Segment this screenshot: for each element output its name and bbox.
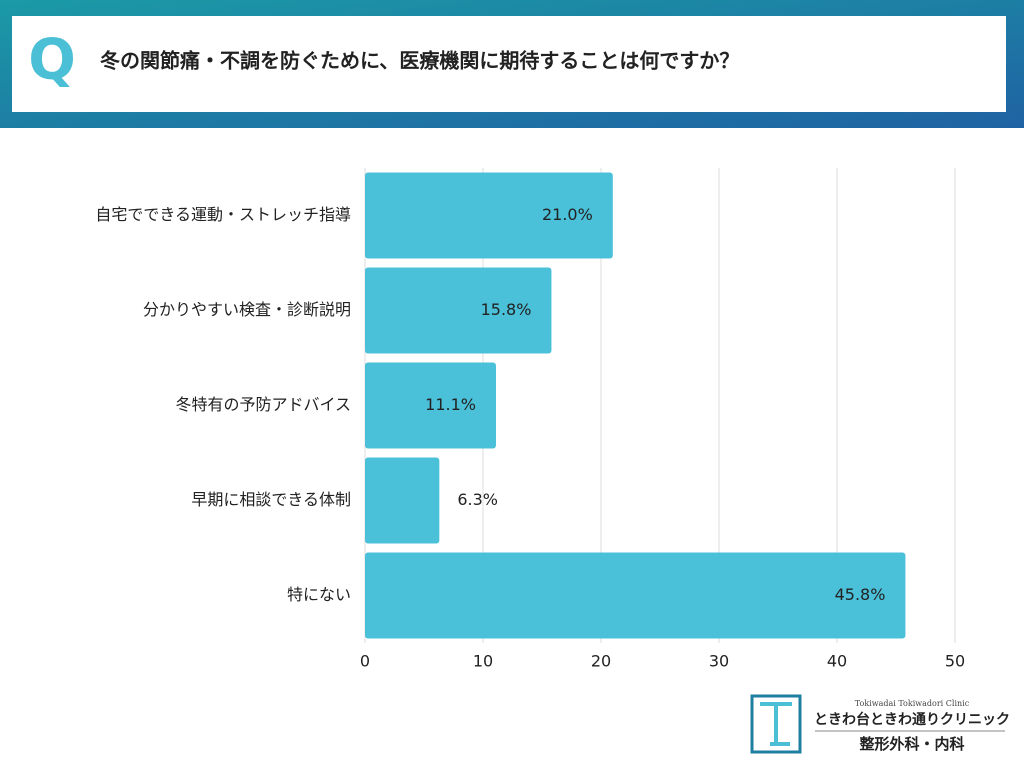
chart-title: 冬の関節痛・不調を防ぐために、医療機関に期待することは何ですか？ bbox=[100, 49, 739, 73]
value-label: 45.8% bbox=[835, 585, 886, 604]
y-tick-label: 特にない bbox=[287, 585, 351, 604]
logo-name: ときわ台ときわ通りクリニック bbox=[814, 711, 1010, 728]
x-tick-label: 40 bbox=[827, 652, 847, 671]
value-label: 6.3% bbox=[457, 490, 498, 509]
x-tick-label: 20 bbox=[591, 652, 611, 671]
bar bbox=[365, 172, 613, 259]
y-tick-label: 自宅でできる運動・ストレッチ指導 bbox=[95, 205, 351, 224]
logo: Tokiwadai Tokiwadori Clinic ときわ台ときわ通りクリニ… bbox=[750, 694, 1010, 754]
bar bbox=[365, 267, 552, 354]
bar bbox=[365, 552, 906, 639]
y-tick-label: 冬特有の予防アドバイス bbox=[175, 395, 351, 414]
x-tick-label: 0 bbox=[360, 652, 370, 671]
logo-english: Tokiwadai Tokiwadori Clinic bbox=[855, 699, 970, 708]
bar bbox=[365, 457, 440, 544]
y-tick-label: 早期に相談できる体制 bbox=[191, 490, 351, 509]
bar bbox=[365, 362, 496, 449]
q-mark: Q bbox=[28, 28, 76, 93]
value-label: 15.8% bbox=[481, 300, 532, 319]
plot: 0 10 20 30 40 50 自宅でできる運動・ストレッチ指導 21.0% 分かりやすい検査… bbox=[95, 168, 965, 671]
value-label: 21.0% bbox=[542, 205, 593, 224]
x-tick-label: 30 bbox=[709, 652, 729, 671]
logo-icon-letter bbox=[760, 702, 792, 746]
logo-icon bbox=[750, 694, 802, 754]
value-label: 11.1% bbox=[425, 395, 476, 414]
y-tick-label: 分かりやすい検査・診断説明 bbox=[143, 300, 351, 319]
x-tick-label: 50 bbox=[945, 652, 965, 671]
header-box bbox=[12, 16, 1006, 112]
x-tick-label: 10 bbox=[473, 652, 493, 671]
logo-department: 整形外科・内科 bbox=[859, 735, 964, 753]
